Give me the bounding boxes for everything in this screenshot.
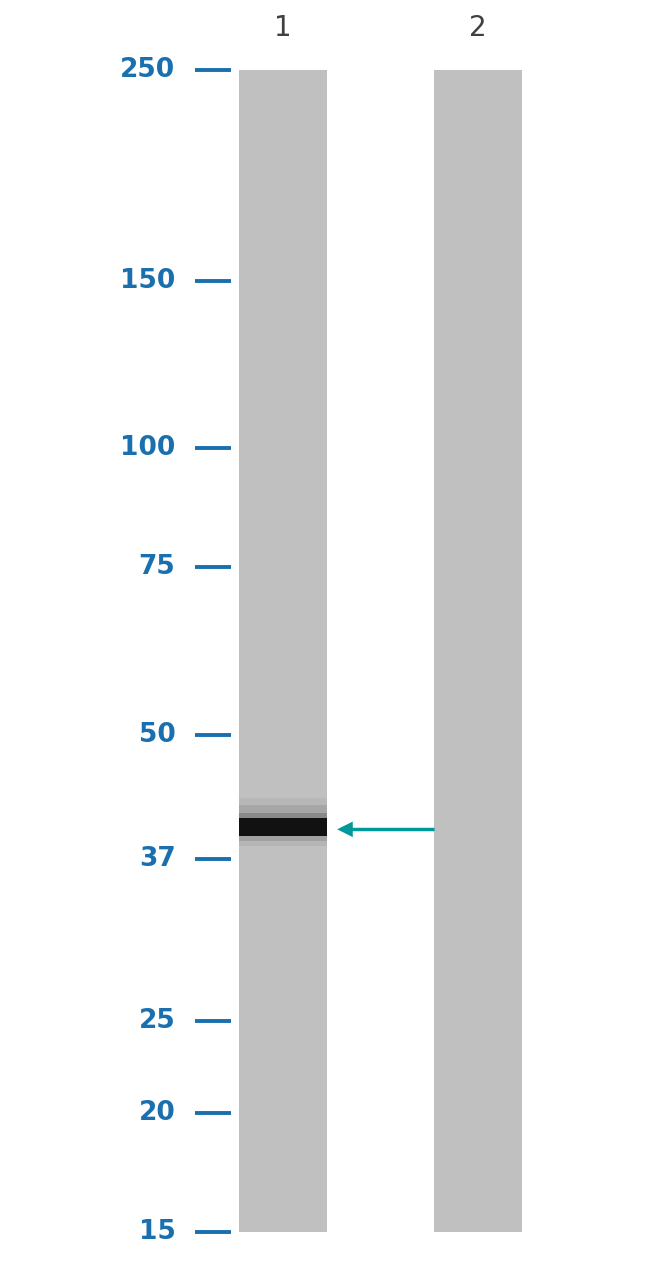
Bar [239, 813, 326, 820]
Bar [239, 836, 326, 846]
Bar [239, 818, 326, 836]
Text: 20: 20 [138, 1100, 176, 1126]
Text: 37: 37 [138, 846, 176, 872]
Text: 50: 50 [138, 721, 176, 748]
Text: 25: 25 [138, 1008, 176, 1034]
Bar [239, 836, 326, 841]
Text: 15: 15 [138, 1219, 176, 1245]
Text: 2: 2 [469, 14, 487, 42]
Text: 100: 100 [120, 436, 176, 461]
Bar [239, 805, 326, 820]
Bar [434, 70, 521, 1232]
Text: 1: 1 [274, 14, 292, 42]
Bar [239, 798, 326, 820]
Text: 150: 150 [120, 268, 176, 293]
Bar [239, 70, 326, 1232]
Text: 250: 250 [120, 57, 176, 83]
Text: 75: 75 [138, 554, 176, 580]
